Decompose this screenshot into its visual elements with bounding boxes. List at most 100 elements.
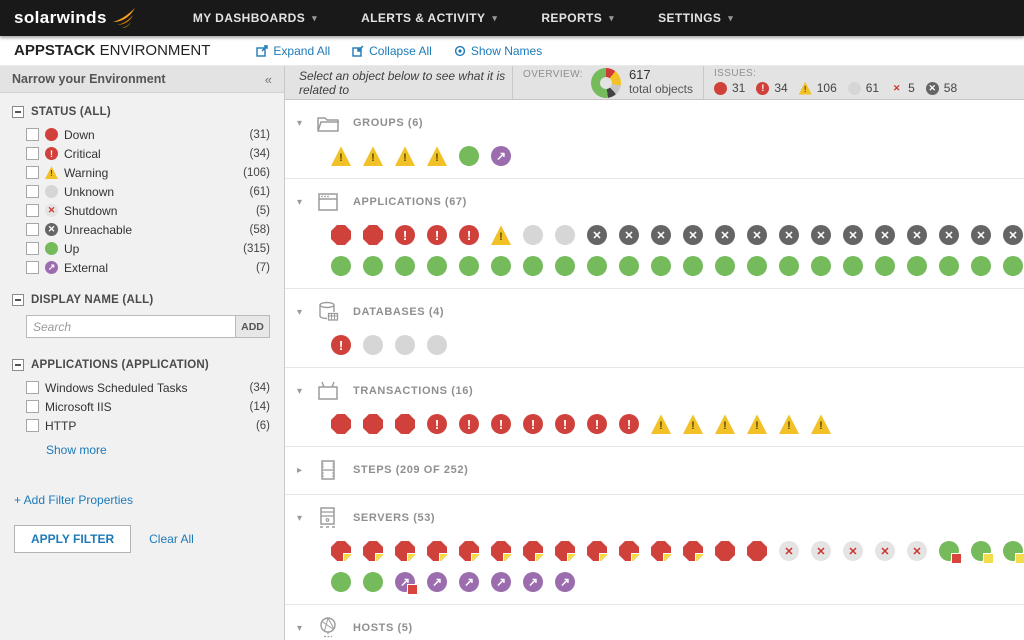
apply-filter-button[interactable]: APPLY FILTER [14, 525, 132, 553]
unknown-status-icon[interactable] [363, 335, 383, 355]
down-status-icon[interactable] [459, 541, 479, 561]
down-status-icon[interactable] [587, 541, 607, 561]
down-status-icon[interactable] [747, 541, 767, 561]
down-status-icon[interactable] [715, 541, 735, 561]
down-status-icon[interactable] [683, 541, 703, 561]
up-status-icon[interactable] [747, 256, 767, 276]
up-status-icon[interactable] [459, 146, 479, 166]
up-status-icon[interactable] [331, 256, 351, 276]
section-header-databases[interactable]: ▾ DATABASES (4) [297, 300, 1024, 324]
chevron-down-icon[interactable]: ▾ [297, 385, 303, 397]
up-status-icon[interactable] [523, 256, 543, 276]
unreachable-status-icon[interactable]: ✕ [683, 225, 703, 245]
critical-status-icon[interactable]: ! [459, 414, 479, 434]
expand-all-button[interactable]: Expand All [256, 44, 330, 58]
unreachable-status-icon[interactable]: ✕ [1003, 225, 1023, 245]
critical-status-icon[interactable]: ! [427, 414, 447, 434]
warning-status-icon[interactable]: ! [395, 146, 415, 166]
down-status-icon[interactable] [619, 541, 639, 561]
external-status-icon[interactable]: ↗ [523, 572, 543, 592]
up-status-icon[interactable] [619, 256, 639, 276]
add-button[interactable]: ADD [236, 315, 270, 338]
unreachable-status-icon[interactable]: ✕ [971, 225, 991, 245]
up-status-icon[interactable] [363, 256, 383, 276]
section-header-applications[interactable]: ▾ APPLICATIONS (67) [297, 190, 1024, 214]
unknown-status-icon[interactable] [555, 225, 575, 245]
down-status-icon[interactable] [555, 541, 575, 561]
shutdown-status-icon[interactable]: ✕ [779, 541, 799, 561]
chevron-down-icon[interactable]: ▾ [297, 306, 303, 318]
warning-status-icon[interactable]: ! [811, 414, 831, 434]
up-status-icon[interactable] [683, 256, 703, 276]
down-status-icon[interactable] [395, 414, 415, 434]
unreachable-status-icon[interactable]: ✕ [843, 225, 863, 245]
collapse-box-icon[interactable] [12, 106, 24, 118]
shutdown-status-icon[interactable]: ✕ [811, 541, 831, 561]
unreachable-status-icon[interactable]: ✕ [811, 225, 831, 245]
checkbox[interactable] [26, 204, 39, 217]
up-status-icon[interactable] [555, 256, 575, 276]
nav-item-alerts-activity[interactable]: ALERTS & ACTIVITY ▾ [343, 5, 515, 31]
shutdown-status-icon[interactable]: ✕ [875, 541, 895, 561]
up-status-icon[interactable] [491, 256, 511, 276]
section-header-steps[interactable]: ▸ STEPS (209 OF 252) [297, 458, 1024, 482]
critical-status-icon[interactable]: ! [427, 225, 447, 245]
sidebar-collapse-icon[interactable]: « [264, 71, 272, 87]
up-status-icon[interactable] [1003, 256, 1023, 276]
warning-status-icon[interactable]: ! [683, 414, 703, 434]
external-status-icon[interactable]: ↗ [459, 572, 479, 592]
checkbox[interactable] [26, 128, 39, 141]
search-input[interactable] [26, 315, 236, 338]
chevron-down-icon[interactable]: ▾ [297, 196, 303, 208]
external-status-icon[interactable]: ↗ [427, 572, 447, 592]
unreachable-status-icon[interactable]: ✕ [715, 225, 735, 245]
up-status-icon[interactable] [843, 256, 863, 276]
up-status-icon[interactable] [331, 572, 351, 592]
up-status-icon[interactable] [427, 256, 447, 276]
unreachable-status-icon[interactable]: ✕ [619, 225, 639, 245]
down-status-icon[interactable] [523, 541, 543, 561]
solarwinds-logo[interactable]: solarwinds [14, 7, 137, 29]
unreachable-status-icon[interactable]: ✕ [587, 225, 607, 245]
down-status-icon[interactable] [395, 541, 415, 561]
warning-status-icon[interactable]: ! [491, 225, 511, 245]
down-status-icon[interactable] [363, 225, 383, 245]
chevron-right-icon[interactable]: ▸ [297, 464, 303, 476]
unknown-status-icon[interactable] [523, 225, 543, 245]
checkbox[interactable] [26, 185, 39, 198]
up-status-icon[interactable] [363, 572, 383, 592]
checkbox[interactable] [26, 261, 39, 274]
up-status-icon[interactable] [1003, 541, 1024, 563]
down-status-icon[interactable] [363, 414, 383, 434]
section-header-transactions[interactable]: ▾ TRANSACTIONS (16) [297, 379, 1024, 403]
unreachable-status-icon[interactable]: ✕ [875, 225, 895, 245]
down-status-icon[interactable] [651, 541, 671, 561]
up-status-icon[interactable] [587, 256, 607, 276]
nav-item-settings[interactable]: SETTINGS ▾ [640, 5, 751, 31]
chevron-down-icon[interactable]: ▾ [297, 117, 303, 129]
unknown-status-icon[interactable] [395, 335, 415, 355]
critical-status-icon[interactable]: ! [587, 414, 607, 434]
nav-item-my-dashboards[interactable]: MY DASHBOARDS ▾ [175, 5, 335, 31]
critical-status-icon[interactable]: ! [619, 414, 639, 434]
up-status-icon[interactable] [875, 256, 895, 276]
critical-status-icon[interactable]: ! [395, 225, 415, 245]
down-status-icon[interactable] [491, 541, 511, 561]
up-status-icon[interactable] [971, 256, 991, 276]
critical-status-icon[interactable]: ! [523, 414, 543, 434]
warning-status-icon[interactable]: ! [715, 414, 735, 434]
unreachable-status-icon[interactable]: ✕ [779, 225, 799, 245]
checkbox[interactable] [26, 400, 39, 413]
warning-status-icon[interactable]: ! [427, 146, 447, 166]
down-status-icon[interactable] [427, 541, 447, 561]
up-status-icon[interactable] [811, 256, 831, 276]
unreachable-status-icon[interactable]: ✕ [907, 225, 927, 245]
show-more-link[interactable]: Show more [46, 443, 107, 457]
collapse-box-icon[interactable] [12, 359, 24, 371]
collapse-all-button[interactable]: Collapse All [352, 44, 432, 58]
clear-all-link[interactable]: Clear All [149, 532, 194, 546]
up-status-icon[interactable] [939, 256, 959, 276]
checkbox[interactable] [26, 166, 39, 179]
up-status-icon[interactable] [651, 256, 671, 276]
checkbox[interactable] [26, 381, 39, 394]
